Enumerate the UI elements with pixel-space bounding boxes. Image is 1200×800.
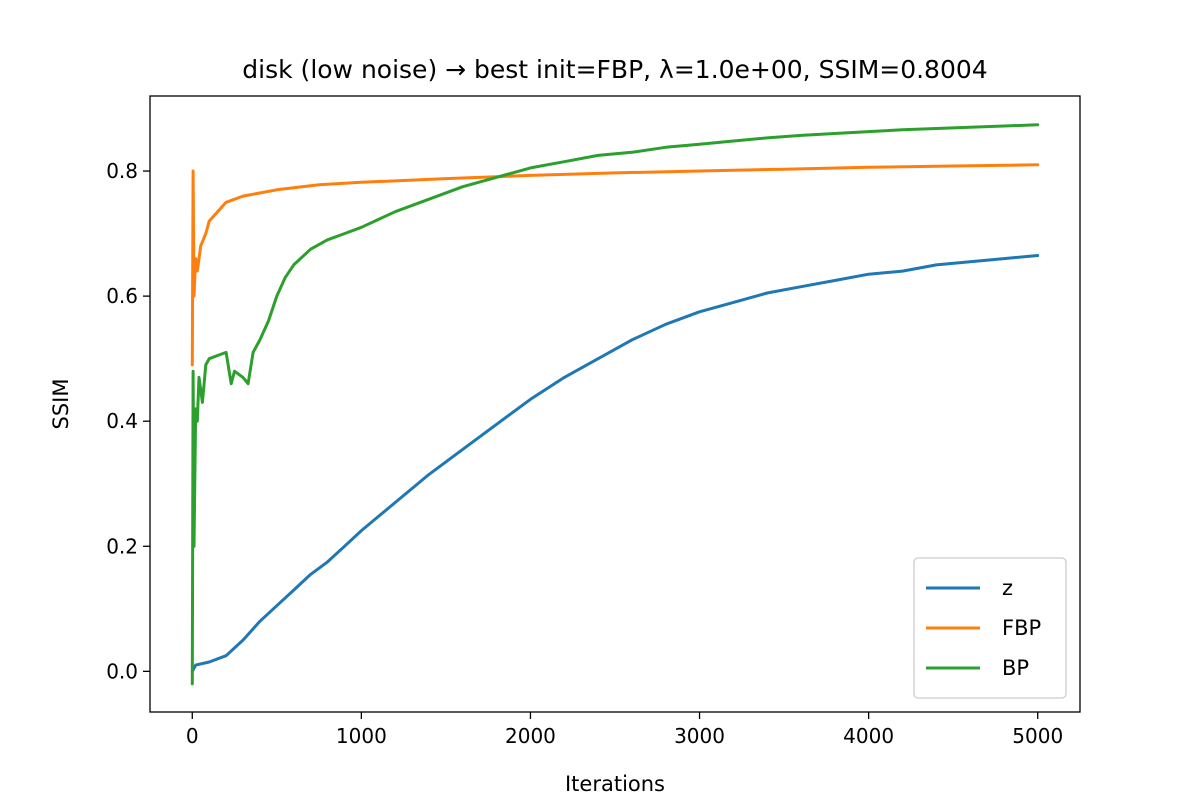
x-tick-label: 3000: [674, 724, 725, 748]
y-tick-label: 0.6: [106, 284, 138, 308]
series-line-0: [190, 254, 1040, 673]
x-tick-label: 5000: [1012, 724, 1063, 748]
x-tick-label: 4000: [843, 724, 894, 748]
plot-frame: [149, 95, 1081, 713]
x-tick-label: 0: [186, 724, 199, 748]
y-tick-label: 0.4: [106, 409, 138, 433]
x-axis: 0 1000 2000 3000 4000 5000: [186, 712, 1063, 748]
series-line-2: [190, 123, 1040, 686]
x-axis-label: Iterations: [565, 772, 665, 796]
y-tick-label: 0.8: [106, 159, 138, 183]
legend: z FBP BP: [913, 557, 1067, 699]
series-line-1: [190, 163, 1040, 367]
y-tick-label: 0.2: [106, 534, 138, 558]
legend-box: [913, 557, 1067, 699]
plot-lines: [190, 123, 1040, 686]
y-axis: 0.0 0.2 0.4 0.6 0.8: [106, 159, 150, 683]
y-tick-label: 0.0: [106, 659, 138, 683]
y-axis-label: SSIM: [49, 379, 73, 430]
x-tick-label: 1000: [336, 724, 387, 748]
chart-title: disk (low noise) → best init=FBP, λ=1.0e…: [242, 55, 987, 84]
x-tick-label: 2000: [505, 724, 556, 748]
legend-label-1: FBP: [1002, 616, 1041, 640]
legend-label-2: BP: [1002, 656, 1029, 680]
legend-label-0: z: [1002, 576, 1013, 600]
